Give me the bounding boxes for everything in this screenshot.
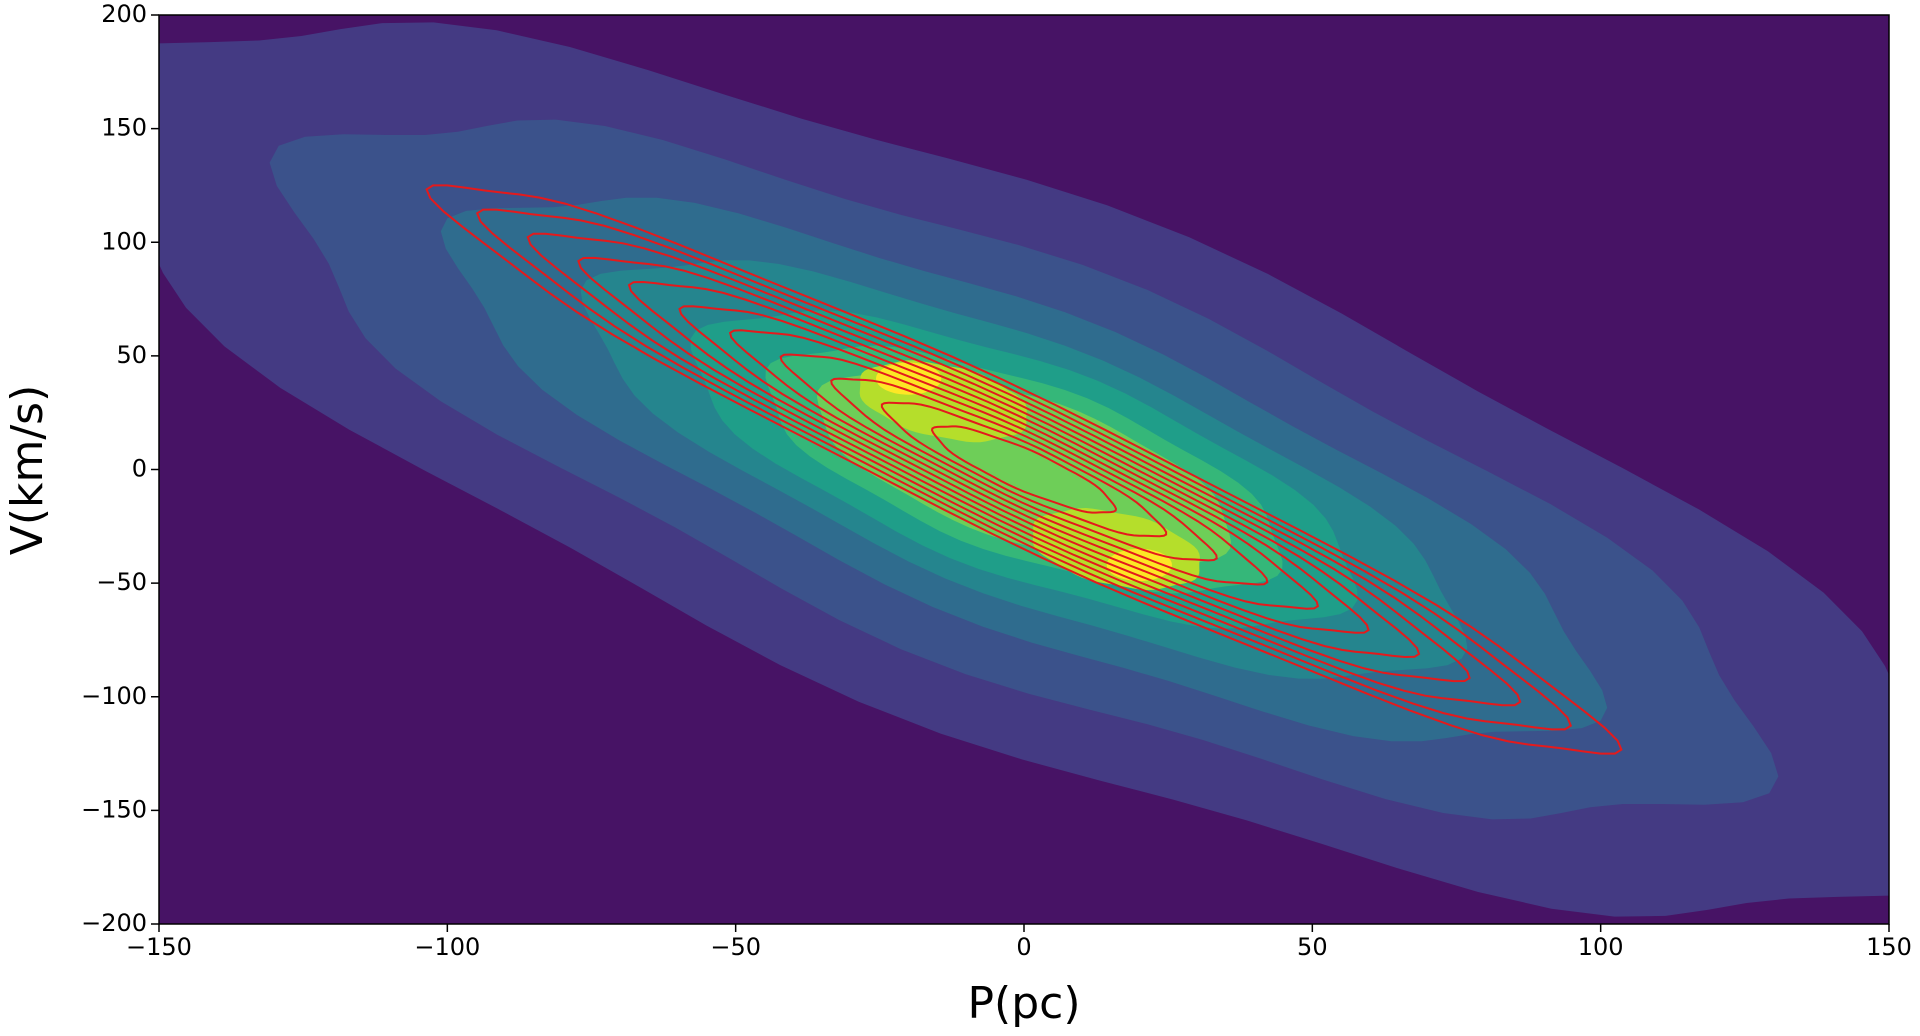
y-tick-label: 50 — [116, 341, 147, 369]
contour-line — [577, 256, 1471, 683]
contour-line — [930, 425, 1118, 514]
x-tick-label: −150 — [126, 933, 192, 961]
y-tick-label: −50 — [96, 568, 147, 596]
contour-line — [880, 401, 1168, 538]
contour-line — [728, 329, 1320, 610]
x-tick-label: 100 — [1578, 933, 1624, 961]
x-tick-label: 0 — [1016, 933, 1031, 961]
y-axis-label: V(km/s) — [2, 385, 53, 556]
y-tick-label: 150 — [101, 114, 147, 142]
plot-area — [159, 15, 1889, 924]
y-tick-label: −200 — [81, 909, 147, 937]
y-tick-label: −100 — [81, 682, 147, 710]
x-tick-label: 50 — [1297, 933, 1328, 961]
x-tick-label: 150 — [1866, 933, 1912, 961]
x-axis-label: P(pc) — [968, 978, 1081, 1029]
contour-line — [678, 305, 1370, 634]
y-tick-label: −150 — [81, 795, 147, 823]
x-tick-label: −50 — [710, 933, 761, 961]
contour-line — [627, 280, 1421, 659]
contour-line — [779, 353, 1269, 586]
contour-line — [475, 208, 1573, 731]
x-tick-label: −100 — [414, 933, 480, 961]
contour-line — [425, 184, 1623, 755]
axes: −150 −100 −50 0 50 100 150−200−150−100−5005010… — [81, 0, 1912, 961]
y-tick-label: 0 — [132, 455, 147, 483]
contour-line — [830, 377, 1218, 562]
y-tick-label: 200 — [101, 0, 147, 28]
contour-line — [526, 232, 1522, 707]
y-tick-label: 100 — [101, 227, 147, 255]
